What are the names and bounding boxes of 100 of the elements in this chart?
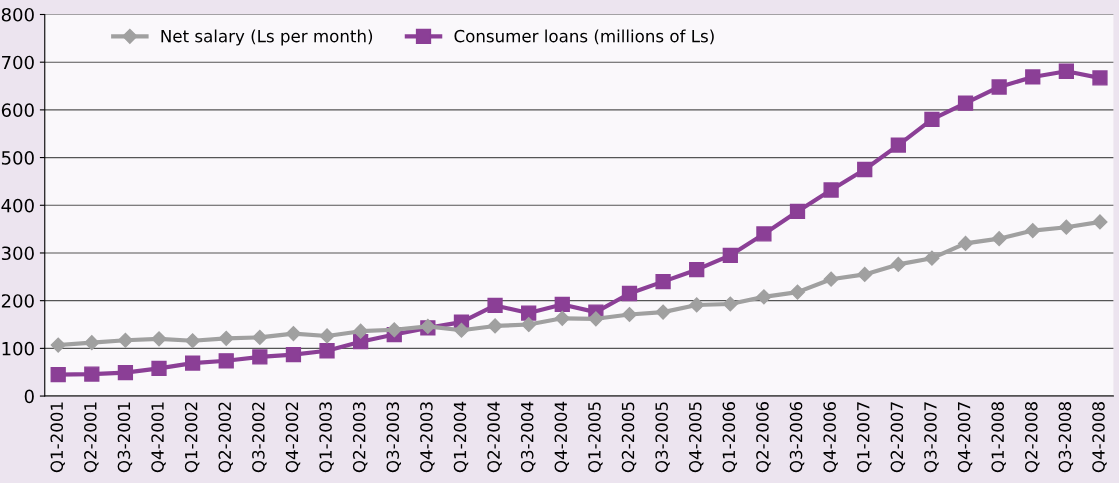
x-tick-label: Q2-2004 (487, 401, 502, 473)
point (689, 297, 705, 313)
point (1092, 70, 1108, 86)
x-tick-label: Q4-2003 (420, 402, 435, 473)
x-tick-label: Q2-2007 (890, 402, 906, 473)
point (890, 137, 906, 153)
point (84, 366, 100, 382)
x-tick-label: Q2-2003 (352, 402, 368, 473)
y-tick-label: 500 (1, 151, 34, 165)
x-tick-label: Q4-2001 (151, 402, 166, 473)
point (285, 326, 302, 342)
point (857, 266, 873, 283)
point (521, 305, 537, 321)
point (218, 330, 234, 346)
point (789, 203, 806, 220)
point (1025, 69, 1041, 85)
y-tick-label: 700 (2, 55, 34, 70)
point (185, 333, 201, 349)
point (789, 284, 806, 300)
legend-label: Net salary (Ls per month) (161, 29, 373, 46)
point (50, 337, 66, 353)
legend-label: Consumer loans (millions of Ls) (454, 29, 714, 45)
point (655, 273, 671, 290)
point (957, 95, 974, 111)
x-tick-label: Q4-2002 (285, 402, 301, 473)
point (588, 311, 604, 327)
x-tick-label: Q3-2002 (252, 402, 267, 473)
x-tick-label: Q3-2003 (386, 402, 401, 473)
point (756, 289, 772, 305)
x-tick-label: Q3-2008 (1058, 402, 1074, 473)
point (890, 256, 906, 272)
point (84, 335, 100, 351)
y-tick-label: 200 (1, 294, 34, 308)
y-tick-label: 600 (1, 103, 34, 117)
point (857, 161, 873, 178)
point (117, 332, 133, 348)
y-tick-label: 300 (1, 246, 34, 261)
point (655, 304, 671, 320)
x-tick-label: Q2-2005 (621, 402, 637, 473)
x-tick-label: Q1-2008 (991, 402, 1006, 473)
point (252, 349, 268, 365)
point (319, 343, 335, 359)
x-tick-label: Q3-2001 (117, 402, 133, 473)
point (353, 323, 369, 339)
x-tick-label: Q4-2007 (957, 402, 973, 473)
point (487, 297, 503, 314)
x-tick-label: Q1-2005 (588, 402, 603, 473)
x-tick-label: Q1-2007 (856, 402, 872, 473)
point (621, 285, 638, 302)
x-tick-label: Q4-2008 (1092, 402, 1107, 473)
x-tick-label: Q1-2002 (184, 402, 200, 473)
x-tick-label: Q2-2006 (756, 401, 771, 473)
point (991, 79, 1007, 95)
x-tick-label: Q2-2002 (218, 402, 233, 473)
point (823, 271, 839, 287)
point (756, 226, 772, 242)
point (554, 310, 570, 326)
point (957, 235, 974, 252)
y-tick-label: 100 (2, 341, 34, 356)
point (218, 353, 234, 369)
point (1058, 219, 1074, 235)
point (1025, 222, 1041, 239)
point (487, 318, 503, 334)
x-tick-label: Q2-2001 (84, 402, 99, 473)
x-tick-label: Q3-2006 (789, 401, 805, 473)
point (991, 231, 1007, 247)
point (823, 182, 839, 198)
y-tick-label: 400 (1, 198, 34, 213)
x-tick-label: Q3-2005 (655, 402, 670, 473)
point (151, 331, 167, 347)
y-tick-label: 800 (1, 7, 34, 22)
point (924, 111, 940, 128)
point (554, 296, 570, 313)
point (252, 329, 268, 345)
x-tick-label: Q4-2005 (688, 402, 704, 473)
point (521, 316, 537, 333)
point (1058, 63, 1074, 79)
point (184, 355, 201, 371)
point (386, 322, 402, 338)
x-tick-label: Q1-2004 (453, 401, 469, 473)
point (722, 296, 738, 312)
point (50, 366, 66, 383)
point (689, 262, 705, 278)
x-tick-label: Q1-2006 (722, 401, 738, 473)
x-tick-label: Q3-2004 (520, 401, 536, 473)
x-tick-label: Q4-2006 (823, 401, 838, 473)
point (621, 306, 638, 323)
point (924, 250, 940, 266)
point (117, 365, 134, 381)
x-tick-label: Q4-2004 (554, 401, 570, 473)
x-tick-label: Q2-2008 (1024, 402, 1040, 473)
point (151, 360, 167, 377)
point (319, 328, 335, 344)
y-tick-label: 0 (24, 389, 34, 404)
point (453, 322, 470, 338)
point (285, 346, 302, 363)
point (1092, 214, 1108, 230)
x-tick-label: Q3-2007 (924, 402, 939, 473)
x-tick-label: Q1-2003 (319, 402, 334, 473)
x-tick-label: Q1-2001 (50, 402, 65, 473)
